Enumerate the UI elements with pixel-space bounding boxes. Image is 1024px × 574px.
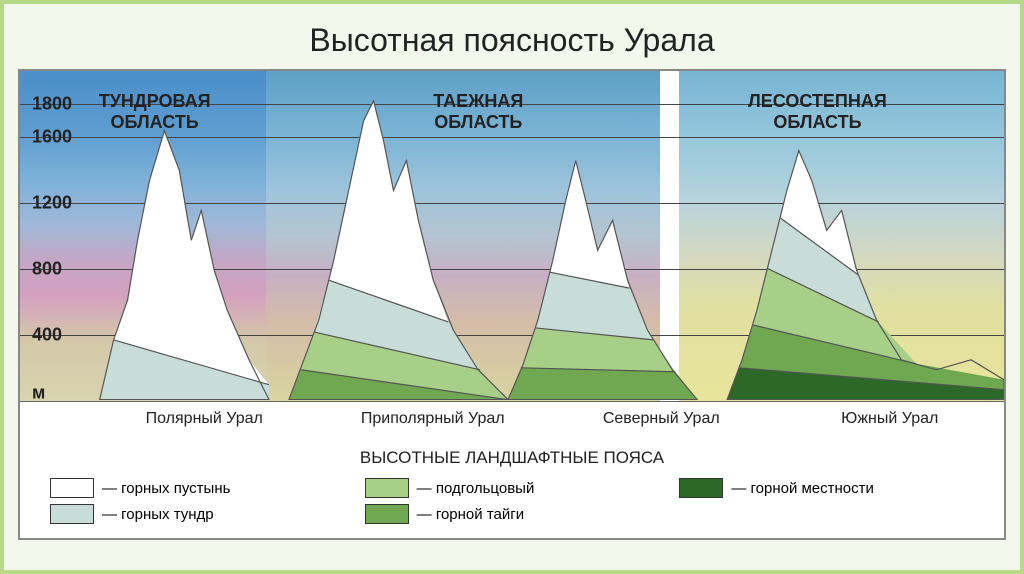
page-title: Высотная поясность Урала bbox=[4, 4, 1020, 69]
legend-item-subalpine: — подгольцовый bbox=[365, 478, 660, 498]
swatch-tundra bbox=[50, 504, 94, 524]
legend-label: — подгольцовый bbox=[417, 480, 535, 497]
zone-desert bbox=[550, 161, 630, 288]
legend-label: — горных тундр bbox=[102, 506, 214, 523]
legend-title: ВЫСОТНЫЕ ЛАНДШАФТНЫЕ ПОЯСА bbox=[20, 442, 1004, 478]
legend-item-tundra: — горных тундр bbox=[50, 504, 345, 524]
mountain-name: Полярный Урал bbox=[90, 410, 319, 428]
zone-taiga bbox=[508, 368, 697, 400]
y-tick: 1200 bbox=[32, 193, 72, 214]
region-label: ТУНДРОВАЯОБЛАСТЬ bbox=[99, 91, 211, 133]
swatch-forest bbox=[679, 478, 723, 498]
mountain-names-row: Полярный УралПриполярный УралСеверный Ур… bbox=[20, 401, 1004, 442]
y-tick: 1800 bbox=[32, 94, 72, 115]
mountain-name: Южный Урал bbox=[776, 410, 1005, 428]
chart-container: 1800 1600 1200 800 400 м ТУНДРОВАЯОБЛАСТЬ ТАЕЖ… bbox=[18, 69, 1006, 540]
legend-label: — горных пустынь bbox=[102, 480, 230, 497]
legend-label: — горной местности bbox=[731, 480, 874, 497]
y-axis: 1800 1600 1200 800 400 м bbox=[20, 71, 90, 401]
mountain-name: Северный Урал bbox=[547, 410, 776, 428]
swatch-subalpine bbox=[365, 478, 409, 498]
y-tick: 800 bbox=[32, 259, 62, 280]
legend-label: — горной тайги bbox=[417, 506, 524, 523]
legend: — горных пустынь — подгольцовый — горной м… bbox=[20, 478, 1004, 538]
legend-item-forest: — горной местности bbox=[679, 478, 974, 498]
legend-item-desert: — горных пустынь bbox=[50, 478, 345, 498]
y-tick: 1600 bbox=[32, 127, 72, 148]
chart-area: 1800 1600 1200 800 400 м ТУНДРОВАЯОБЛАСТЬ ТАЕЖ… bbox=[20, 71, 1004, 401]
legend-item-taiga: — горной тайги bbox=[365, 504, 660, 524]
swatch-taiga bbox=[365, 504, 409, 524]
swatch-desert bbox=[50, 478, 94, 498]
region-label: ТАЕЖНАЯОБЛАСТЬ bbox=[433, 91, 523, 133]
y-tick: 400 bbox=[32, 325, 62, 346]
region-label: ЛЕСОСТЕПНАЯОБЛАСТЬ bbox=[748, 91, 887, 133]
mountain-name: Приполярный Урал bbox=[319, 410, 548, 428]
y-tick: м bbox=[32, 382, 45, 401]
